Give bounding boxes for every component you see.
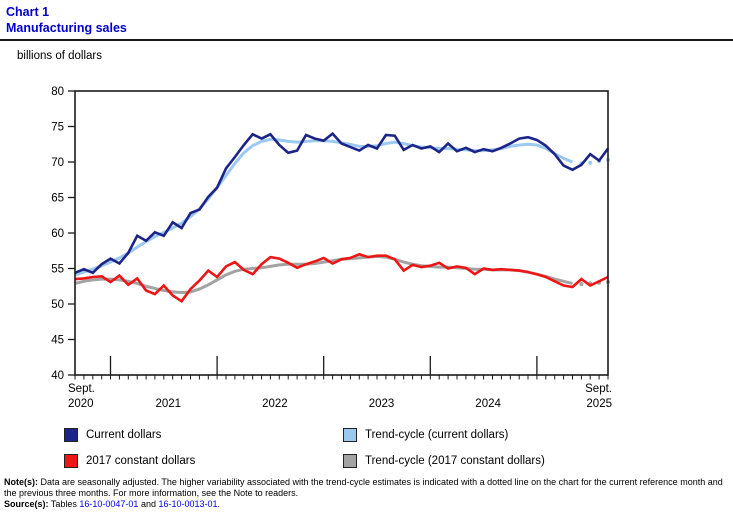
svg-text:Sept.: Sept. xyxy=(585,383,612,395)
footnotes: Note(s): Data are seasonally adjusted. T… xyxy=(4,477,731,509)
legend-item-trend-current-dollars: Trend-cycle (current dollars) xyxy=(343,428,508,442)
title-divider xyxy=(0,39,733,41)
svg-text:65: 65 xyxy=(51,193,64,205)
svg-text:40: 40 xyxy=(51,370,64,382)
chart-header: Chart 1 Manufacturing sales xyxy=(6,4,127,36)
chart-number: Chart 1 xyxy=(6,5,50,19)
legend-swatch-trend-current-dollars xyxy=(343,428,357,442)
svg-text:50: 50 xyxy=(51,299,64,311)
legend-item-2017-constant-dollars: 2017 constant dollars xyxy=(64,454,195,468)
svg-text:60: 60 xyxy=(51,228,64,240)
sources-label: Source(s): xyxy=(4,498,49,509)
svg-text:2022: 2022 xyxy=(262,398,288,410)
svg-text:2023: 2023 xyxy=(369,398,395,410)
svg-text:2024: 2024 xyxy=(475,398,501,410)
legend-label-trend-current-dollars: Trend-cycle (current dollars) xyxy=(365,429,509,441)
legend-label-current-dollars: Current dollars xyxy=(86,429,162,441)
svg-text:2025: 2025 xyxy=(586,398,612,410)
legend-item-trend-2017-constant-dollars: Trend-cycle (2017 constant dollars) xyxy=(343,454,545,468)
svg-text:80: 80 xyxy=(51,86,64,98)
svg-text:55: 55 xyxy=(51,264,64,276)
legend-item-current-dollars: Current dollars xyxy=(64,428,161,442)
page-title: Manufacturing sales xyxy=(6,21,127,35)
y-axis-title: billions of dollars xyxy=(17,50,103,62)
svg-text:70: 70 xyxy=(51,157,64,169)
notes-label: Note(s): xyxy=(4,477,38,487)
source-link-16-10-0013-01[interactable]: 16-10-0013-01 xyxy=(158,498,218,509)
svg-text:2021: 2021 xyxy=(156,398,182,410)
chart-plot-area: 40 45 50 55 60 65 70 75 80 2021 2022 2023 2024 Sept. 2… xyxy=(51,86,612,410)
notes-text: Note(s): Data are seasonally adjusted. T… xyxy=(4,477,723,498)
legend-swatch-trend-2017-constant-dollars xyxy=(343,454,357,468)
legend-swatch-current-dollars xyxy=(64,428,78,442)
legend-swatch-2017-constant-dollars xyxy=(64,454,78,468)
svg-text:2020: 2020 xyxy=(68,398,94,410)
legend-label-2017-constant-dollars: 2017 constant dollars xyxy=(86,455,196,467)
source-link-16-10-0047-01[interactable]: 16-10-0047-01 xyxy=(79,498,139,509)
svg-text:45: 45 xyxy=(51,335,64,347)
svg-text:Sept.: Sept. xyxy=(68,383,95,395)
sources-text: Source(s): Tables 16-10-0047-01 and 16-1… xyxy=(4,498,221,509)
svg-text:75: 75 xyxy=(51,122,64,134)
legend-label-trend-2017-constant-dollars: Trend-cycle (2017 constant dollars) xyxy=(365,455,545,467)
